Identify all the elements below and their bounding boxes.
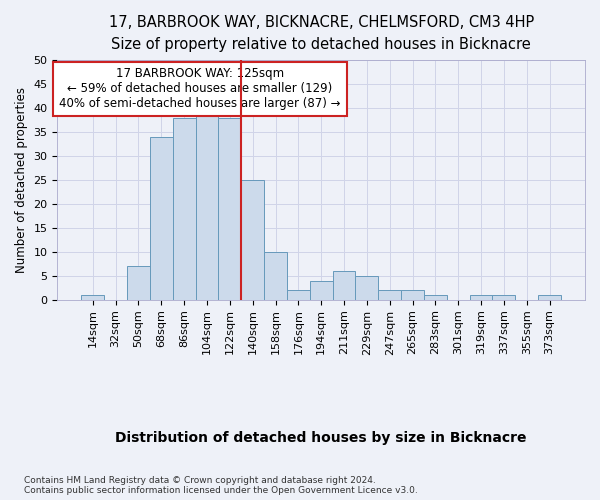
- Title: 17, BARBROOK WAY, BICKNACRE, CHELMSFORD, CM3 4HP
Size of property relative to de: 17, BARBROOK WAY, BICKNACRE, CHELMSFORD,…: [109, 15, 534, 52]
- Bar: [379, 290, 401, 300]
- Text: 17 BARBROOK WAY: 125sqm
← 59% of detached houses are smaller (129)
40% of semi-d: 17 BARBROOK WAY: 125sqm ← 59% of detache…: [59, 68, 341, 110]
- Bar: [150, 137, 173, 300]
- Bar: [424, 295, 447, 300]
- Bar: [310, 280, 332, 300]
- Bar: [355, 276, 379, 300]
- Y-axis label: Number of detached properties: Number of detached properties: [15, 87, 28, 273]
- Text: Contains HM Land Registry data © Crown copyright and database right 2024.
Contai: Contains HM Land Registry data © Crown c…: [24, 476, 418, 495]
- Bar: [196, 104, 218, 300]
- Bar: [173, 118, 196, 300]
- Bar: [538, 295, 561, 300]
- Bar: [218, 118, 241, 300]
- Bar: [470, 295, 493, 300]
- X-axis label: Distribution of detached houses by size in Bicknacre: Distribution of detached houses by size …: [115, 431, 527, 445]
- Bar: [264, 252, 287, 300]
- Bar: [493, 295, 515, 300]
- Bar: [82, 295, 104, 300]
- Bar: [241, 180, 264, 300]
- Bar: [401, 290, 424, 300]
- Bar: [287, 290, 310, 300]
- Bar: [332, 271, 355, 300]
- Bar: [127, 266, 150, 300]
